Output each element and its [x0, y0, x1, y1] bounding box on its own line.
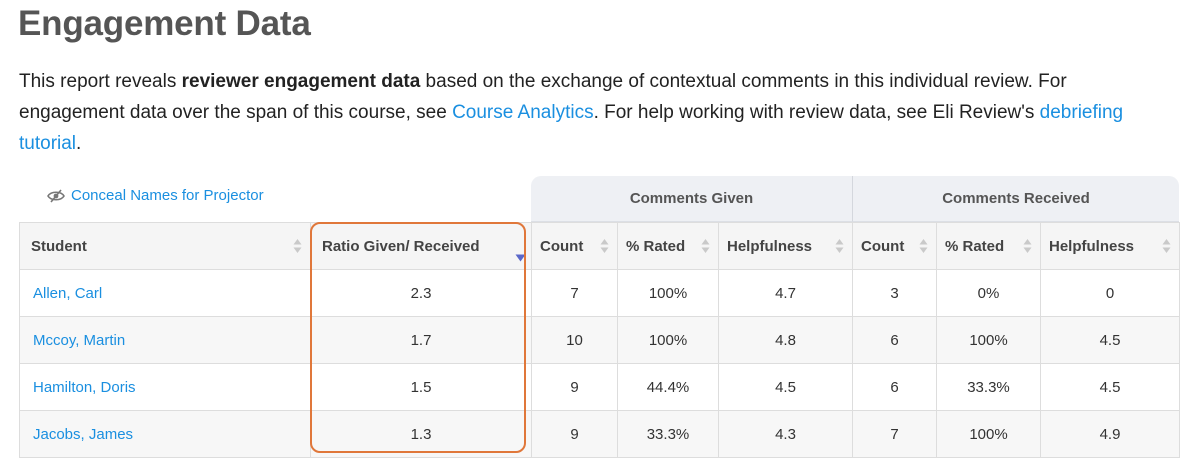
sort-icon [1023, 238, 1032, 254]
comments-given-group-header: Comments Given [531, 176, 853, 222]
given-count-cell: 10 [531, 316, 618, 364]
received-count-cell: 6 [852, 316, 937, 364]
student-link[interactable]: Jacobs, James [33, 425, 134, 443]
column-header-received-count[interactable]: Count [852, 222, 937, 270]
student-cell: Jacobs, James [19, 410, 311, 458]
ratio-cell: 1.5 [310, 363, 532, 411]
column-label-given-helpfulness: Helpfulness [727, 237, 813, 255]
table-row: Jacobs, James 1.3 9 33.3% 4.3 7 100% 4.9 [19, 410, 1180, 458]
received-helpfulness-cell: 4.5 [1040, 363, 1180, 411]
given-helpfulness-cell: 4.5 [718, 363, 853, 411]
column-label-received-rated: % Rated [945, 237, 1005, 255]
student-cell: Mccoy, Martin [19, 316, 311, 364]
sort-icon [701, 238, 710, 254]
ratio-cell: 1.3 [310, 410, 532, 458]
intro-text-4: . [76, 133, 82, 154]
given-rated-cell: 100% [617, 316, 719, 364]
column-header-student[interactable]: Student [19, 222, 311, 270]
received-count-cell: 3 [852, 269, 937, 317]
table-row: Mccoy, Martin 1.7 10 100% 4.8 6 100% 4.5 [19, 316, 1180, 364]
header-row: Student Ratio Given/ Received Count % Ra… [19, 222, 1180, 270]
column-header-received-helpfulness[interactable]: Helpfulness [1040, 222, 1180, 270]
sort-descending-icon [515, 249, 526, 262]
debriefing-tutorial-link[interactable]: debriefing tutorial [19, 102, 1124, 154]
sort-icon [293, 238, 302, 254]
column-label-ratio: Ratio Given/ Received [322, 237, 480, 255]
given-count-cell: 9 [531, 410, 618, 458]
engagement-table: Student Ratio Given/ Received Count % Ra… [19, 222, 1180, 458]
column-label-received-helpfulness: Helpfulness [1049, 237, 1135, 255]
course-analytics-link[interactable]: Course Analytics [452, 102, 594, 123]
intro-text-2: based on the exchange of contextual comm… [19, 71, 1067, 123]
received-rated-cell: 100% [936, 316, 1041, 364]
conceal-names-button[interactable]: Conceal Names for Projector [47, 187, 264, 204]
table-row: Allen, Carl 2.3 7 100% 4.7 3 0% 0 [19, 269, 1180, 317]
intro-text-1: This report reveals [19, 71, 182, 92]
received-helpfulness-cell: 0 [1040, 269, 1180, 317]
table-row: Hamilton, Doris 1.5 9 44.4% 4.5 6 33.3% … [19, 363, 1180, 411]
column-label-given-count: Count [540, 237, 584, 255]
received-count-cell: 7 [852, 410, 937, 458]
sort-icon [919, 238, 928, 254]
column-label-received-count: Count [861, 237, 905, 255]
given-helpfulness-cell: 4.7 [718, 269, 853, 317]
column-header-given-rated[interactable]: % Rated [617, 222, 719, 270]
student-link[interactable]: Hamilton, Doris [33, 378, 136, 396]
conceal-names-label: Conceal Names for Projector [71, 187, 264, 204]
sort-icon [600, 238, 609, 254]
intro-bold: reviewer engagement data [181, 71, 421, 92]
column-label-given-rated: % Rated [626, 237, 686, 255]
received-count-cell: 6 [852, 363, 937, 411]
given-count-cell: 9 [531, 363, 618, 411]
student-cell: Allen, Carl [19, 269, 311, 317]
sort-icon [835, 238, 844, 254]
column-header-received-rated[interactable]: % Rated [936, 222, 1041, 270]
column-label-student: Student [31, 237, 87, 255]
received-helpfulness-cell: 4.9 [1040, 410, 1180, 458]
received-helpfulness-cell: 4.5 [1040, 316, 1180, 364]
comments-received-group-header: Comments Received [853, 176, 1179, 222]
given-rated-cell: 44.4% [617, 363, 719, 411]
ratio-cell: 2.3 [310, 269, 532, 317]
intro-paragraph: This report reveals reviewer engagement … [19, 66, 1169, 159]
sort-icon [1162, 238, 1171, 254]
eye-slash-icon [47, 188, 65, 203]
given-rated-cell: 100% [617, 269, 719, 317]
received-rated-cell: 0% [936, 269, 1041, 317]
column-header-given-count[interactable]: Count [531, 222, 618, 270]
student-link[interactable]: Mccoy, Martin [33, 331, 126, 349]
page-title: Engagement Data [18, 4, 311, 43]
intro-text-3: . For help working with review data, see… [593, 102, 1040, 123]
given-helpfulness-cell: 4.3 [718, 410, 853, 458]
student-cell: Hamilton, Doris [19, 363, 311, 411]
received-rated-cell: 33.3% [936, 363, 1041, 411]
given-count-cell: 7 [531, 269, 618, 317]
received-rated-cell: 100% [936, 410, 1041, 458]
column-header-ratio[interactable]: Ratio Given/ Received [310, 222, 532, 270]
student-link[interactable]: Allen, Carl [33, 284, 103, 302]
ratio-cell: 1.7 [310, 316, 532, 364]
column-header-given-helpfulness[interactable]: Helpfulness [718, 222, 853, 270]
given-rated-cell: 33.3% [617, 410, 719, 458]
given-helpfulness-cell: 4.8 [718, 316, 853, 364]
